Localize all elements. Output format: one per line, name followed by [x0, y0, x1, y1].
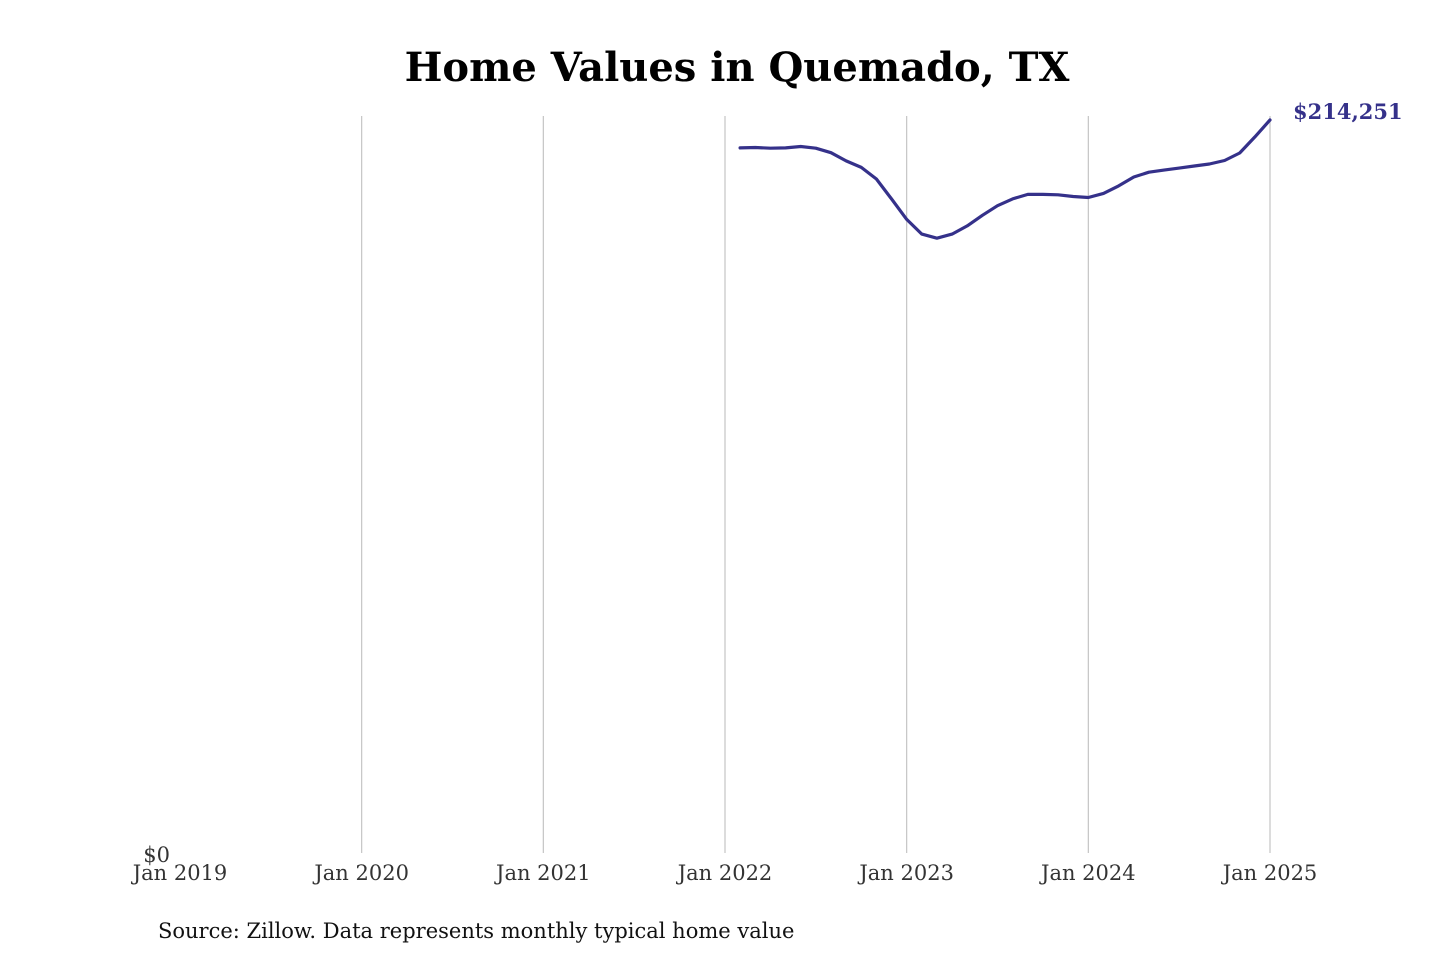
data-point-2024-01 [1087, 196, 1090, 199]
data-point-2024-11 [1238, 151, 1241, 154]
data-points [739, 118, 1272, 239]
data-point-2023-09 [1026, 193, 1029, 196]
data-point-2023-07 [996, 204, 999, 207]
data-point-2023-12 [1072, 195, 1075, 198]
data-point-2023-08 [1011, 197, 1014, 200]
x-tick-label-2022: Jan 2022 [676, 861, 773, 885]
home-value-line [738, 118, 1272, 240]
data-point-2024-12 [1253, 135, 1256, 138]
data-point-2025-01 [1268, 118, 1271, 121]
data-point-2024-08 [1193, 164, 1196, 167]
x-tick-label-2024: Jan 2024 [1039, 861, 1136, 885]
data-point-2022-02 [739, 146, 742, 149]
data-point-2024-10 [1223, 159, 1226, 162]
data-point-2022-06 [799, 145, 802, 148]
source-note: Source: Zillow. Data represents monthly … [158, 919, 794, 943]
y-axis-ticks: $0 [143, 843, 170, 867]
data-point-2022-05 [784, 146, 787, 149]
x-axis-ticks: Jan 2019 Jan 2020 Jan 2021 Jan 2022 Jan 2023… [131, 861, 1318, 885]
data-point-2024-09 [1208, 162, 1211, 165]
data-point-2024-02 [1102, 192, 1105, 195]
data-point-2023-04 [951, 233, 954, 236]
data-point-2023-10 [1041, 193, 1044, 196]
data-point-2023-06 [981, 214, 984, 217]
data-point-2023-11 [1057, 193, 1060, 196]
data-point-2022-07 [814, 147, 817, 150]
data-point-2024-07 [1178, 167, 1181, 170]
data-point-2023-02 [920, 233, 923, 236]
x-tick-label-2021: Jan 2021 [494, 861, 591, 885]
data-point-2024-03 [1117, 184, 1120, 187]
x-tick-label-2025: Jan 2025 [1221, 861, 1318, 885]
y-tick-label-0: $0 [143, 843, 170, 867]
data-point-2023-05 [966, 224, 969, 227]
data-point-2022-09 [845, 159, 848, 162]
data-point-2022-10 [860, 166, 863, 169]
data-point-2023-01 [905, 218, 908, 221]
data-point-2022-03 [754, 146, 757, 149]
x-tick-label-2019: Jan 2019 [131, 861, 228, 885]
x-tick-label-2020: Jan 2020 [312, 861, 409, 885]
latest-value-label: $214,251 [1293, 99, 1403, 124]
data-point-2024-05 [1147, 171, 1150, 174]
data-point-2022-04 [769, 147, 772, 150]
chart-title: Home Values in Quemado, TX [405, 44, 1070, 91]
gridlines [361, 116, 1271, 853]
data-point-2024-06 [1162, 169, 1165, 172]
data-point-2022-11 [875, 177, 878, 180]
data-point-2023-03 [935, 237, 938, 240]
data-point-2024-04 [1132, 175, 1135, 178]
x-tick-label-2023: Jan 2023 [857, 861, 954, 885]
data-point-2022-12 [890, 197, 893, 200]
data-point-2022-08 [829, 151, 832, 154]
